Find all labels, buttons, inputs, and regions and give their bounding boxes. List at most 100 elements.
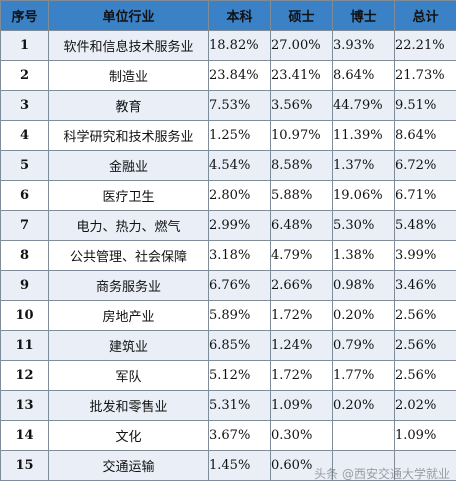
industry-cell: 建筑业 xyxy=(48,330,209,361)
rank-cell: 10 xyxy=(0,300,49,331)
rank-cell: 7 xyxy=(0,210,49,241)
doctor-cell: 5.30% xyxy=(332,210,395,241)
header-rank: 序号 xyxy=(0,0,49,31)
table-row: 4 科学研究和技术服务业 1.25% 10.97% 11.39% 8.64% xyxy=(0,120,456,151)
rank-cell: 6 xyxy=(0,180,49,211)
total-cell: 9.51% xyxy=(394,90,456,121)
table-header: 序号 单位行业 本科 硕士 博士 总计 xyxy=(0,0,456,31)
master-cell: 5.88% xyxy=(270,180,333,211)
master-cell: 27.00% xyxy=(270,30,333,61)
table-row: 3 教育 7.53% 3.56% 44.79% 9.51% xyxy=(0,90,456,121)
master-cell: 0.60% xyxy=(270,450,333,481)
bachelor-cell: 3.67% xyxy=(208,420,271,451)
master-cell: 10.97% xyxy=(270,120,333,151)
header-doctor: 博士 xyxy=(332,0,395,31)
industry-cell: 军队 xyxy=(48,360,209,391)
industry-cell: 科学研究和技术服务业 xyxy=(48,120,209,151)
bachelor-cell: 18.82% xyxy=(208,30,271,61)
industry-cell: 文化 xyxy=(48,420,209,451)
doctor-cell: 0.20% xyxy=(332,300,395,331)
bachelor-cell: 3.18% xyxy=(208,240,271,271)
total-cell: 5.48% xyxy=(394,210,456,241)
master-cell: 2.66% xyxy=(270,270,333,301)
rank-cell: 11 xyxy=(0,330,49,361)
industry-cell: 软件和信息技术服务业 xyxy=(48,30,209,61)
total-cell: 6.72% xyxy=(394,150,456,181)
rank-cell: 14 xyxy=(0,420,49,451)
table-body: 1 软件和信息技术服务业 18.82% 27.00% 3.93% 22.21% 2 制造业 23… xyxy=(0,30,456,481)
rank-cell: 1 xyxy=(0,30,49,61)
header-master: 硕士 xyxy=(270,0,333,31)
master-cell: 1.09% xyxy=(270,390,333,421)
table-row: 15 交通运输 1.45% 0.60% xyxy=(0,450,456,481)
rank-cell: 9 xyxy=(0,270,49,301)
table-row: 1 软件和信息技术服务业 18.82% 27.00% 3.93% 22.21% xyxy=(0,30,456,61)
doctor-cell: 44.79% xyxy=(332,90,395,121)
industry-cell: 房地产业 xyxy=(48,300,209,331)
rank-cell: 5 xyxy=(0,150,49,181)
table-row: 7 电力、热力、燃气 2.99% 6.48% 5.30% 5.48% xyxy=(0,210,456,241)
total-cell: 21.73% xyxy=(394,60,456,91)
doctor-cell: 1.77% xyxy=(332,360,395,391)
industry-cell: 商务服务业 xyxy=(48,270,209,301)
table-row: 5 金融业 4.54% 8.58% 1.37% 6.72% xyxy=(0,150,456,181)
master-cell: 4.79% xyxy=(270,240,333,271)
industry-cell: 金融业 xyxy=(48,150,209,181)
total-cell: 2.02% xyxy=(394,390,456,421)
total-cell: 2.56% xyxy=(394,330,456,361)
header-bachelor: 本科 xyxy=(208,0,271,31)
master-cell: 1.72% xyxy=(270,360,333,391)
total-cell: 22.21% xyxy=(394,30,456,61)
industry-cell: 制造业 xyxy=(48,60,209,91)
bachelor-cell: 2.80% xyxy=(208,180,271,211)
industry-cell: 医疗卫生 xyxy=(48,180,209,211)
doctor-cell xyxy=(332,450,395,481)
total-cell: 1.09% xyxy=(394,420,456,451)
bachelor-cell: 6.85% xyxy=(208,330,271,361)
bachelor-cell: 2.99% xyxy=(208,210,271,241)
bachelor-cell: 6.76% xyxy=(208,270,271,301)
doctor-cell: 1.37% xyxy=(332,150,395,181)
total-cell: 6.71% xyxy=(394,180,456,211)
doctor-cell: 0.20% xyxy=(332,390,395,421)
rank-cell: 8 xyxy=(0,240,49,271)
rank-cell: 3 xyxy=(0,90,49,121)
total-cell: 2.56% xyxy=(394,300,456,331)
master-cell: 6.48% xyxy=(270,210,333,241)
table-row: 8 公共管理、社会保障 3.18% 4.79% 1.38% 3.99% xyxy=(0,240,456,271)
industry-cell: 教育 xyxy=(48,90,209,121)
rank-cell: 2 xyxy=(0,60,49,91)
doctor-cell: 8.64% xyxy=(332,60,395,91)
industry-cell: 交通运输 xyxy=(48,450,209,481)
rank-cell: 4 xyxy=(0,120,49,151)
master-cell: 1.72% xyxy=(270,300,333,331)
table-row: 10 房地产业 5.89% 1.72% 0.20% 2.56% xyxy=(0,300,456,331)
header-row: 序号 单位行业 本科 硕士 博士 总计 xyxy=(0,0,456,31)
doctor-cell: 1.38% xyxy=(332,240,395,271)
doctor-cell: 0.98% xyxy=(332,270,395,301)
industry-cell: 公共管理、社会保障 xyxy=(48,240,209,271)
bachelor-cell: 1.25% xyxy=(208,120,271,151)
rank-cell: 13 xyxy=(0,390,49,421)
master-cell: 8.58% xyxy=(270,150,333,181)
doctor-cell: 19.06% xyxy=(332,180,395,211)
total-cell xyxy=(394,450,456,481)
doctor-cell: 11.39% xyxy=(332,120,395,151)
table-row: 13 批发和零售业 5.31% 1.09% 0.20% 2.02% xyxy=(0,390,456,421)
rank-cell: 12 xyxy=(0,360,49,391)
header-total: 总计 xyxy=(394,0,456,31)
rank-cell: 15 xyxy=(0,450,49,481)
master-cell: 1.24% xyxy=(270,330,333,361)
total-cell: 3.46% xyxy=(394,270,456,301)
table-row: 9 商务服务业 6.76% 2.66% 0.98% 3.46% xyxy=(0,270,456,301)
table-row: 6 医疗卫生 2.80% 5.88% 19.06% 6.71% xyxy=(0,180,456,211)
bachelor-cell: 5.89% xyxy=(208,300,271,331)
total-cell: 8.64% xyxy=(394,120,456,151)
table-row: 2 制造业 23.84% 23.41% 8.64% 21.73% xyxy=(0,60,456,91)
header-industry: 单位行业 xyxy=(48,0,209,31)
table-row: 11 建筑业 6.85% 1.24% 0.79% 2.56% xyxy=(0,330,456,361)
master-cell: 3.56% xyxy=(270,90,333,121)
doctor-cell: 0.79% xyxy=(332,330,395,361)
industry-cell: 批发和零售业 xyxy=(48,390,209,421)
